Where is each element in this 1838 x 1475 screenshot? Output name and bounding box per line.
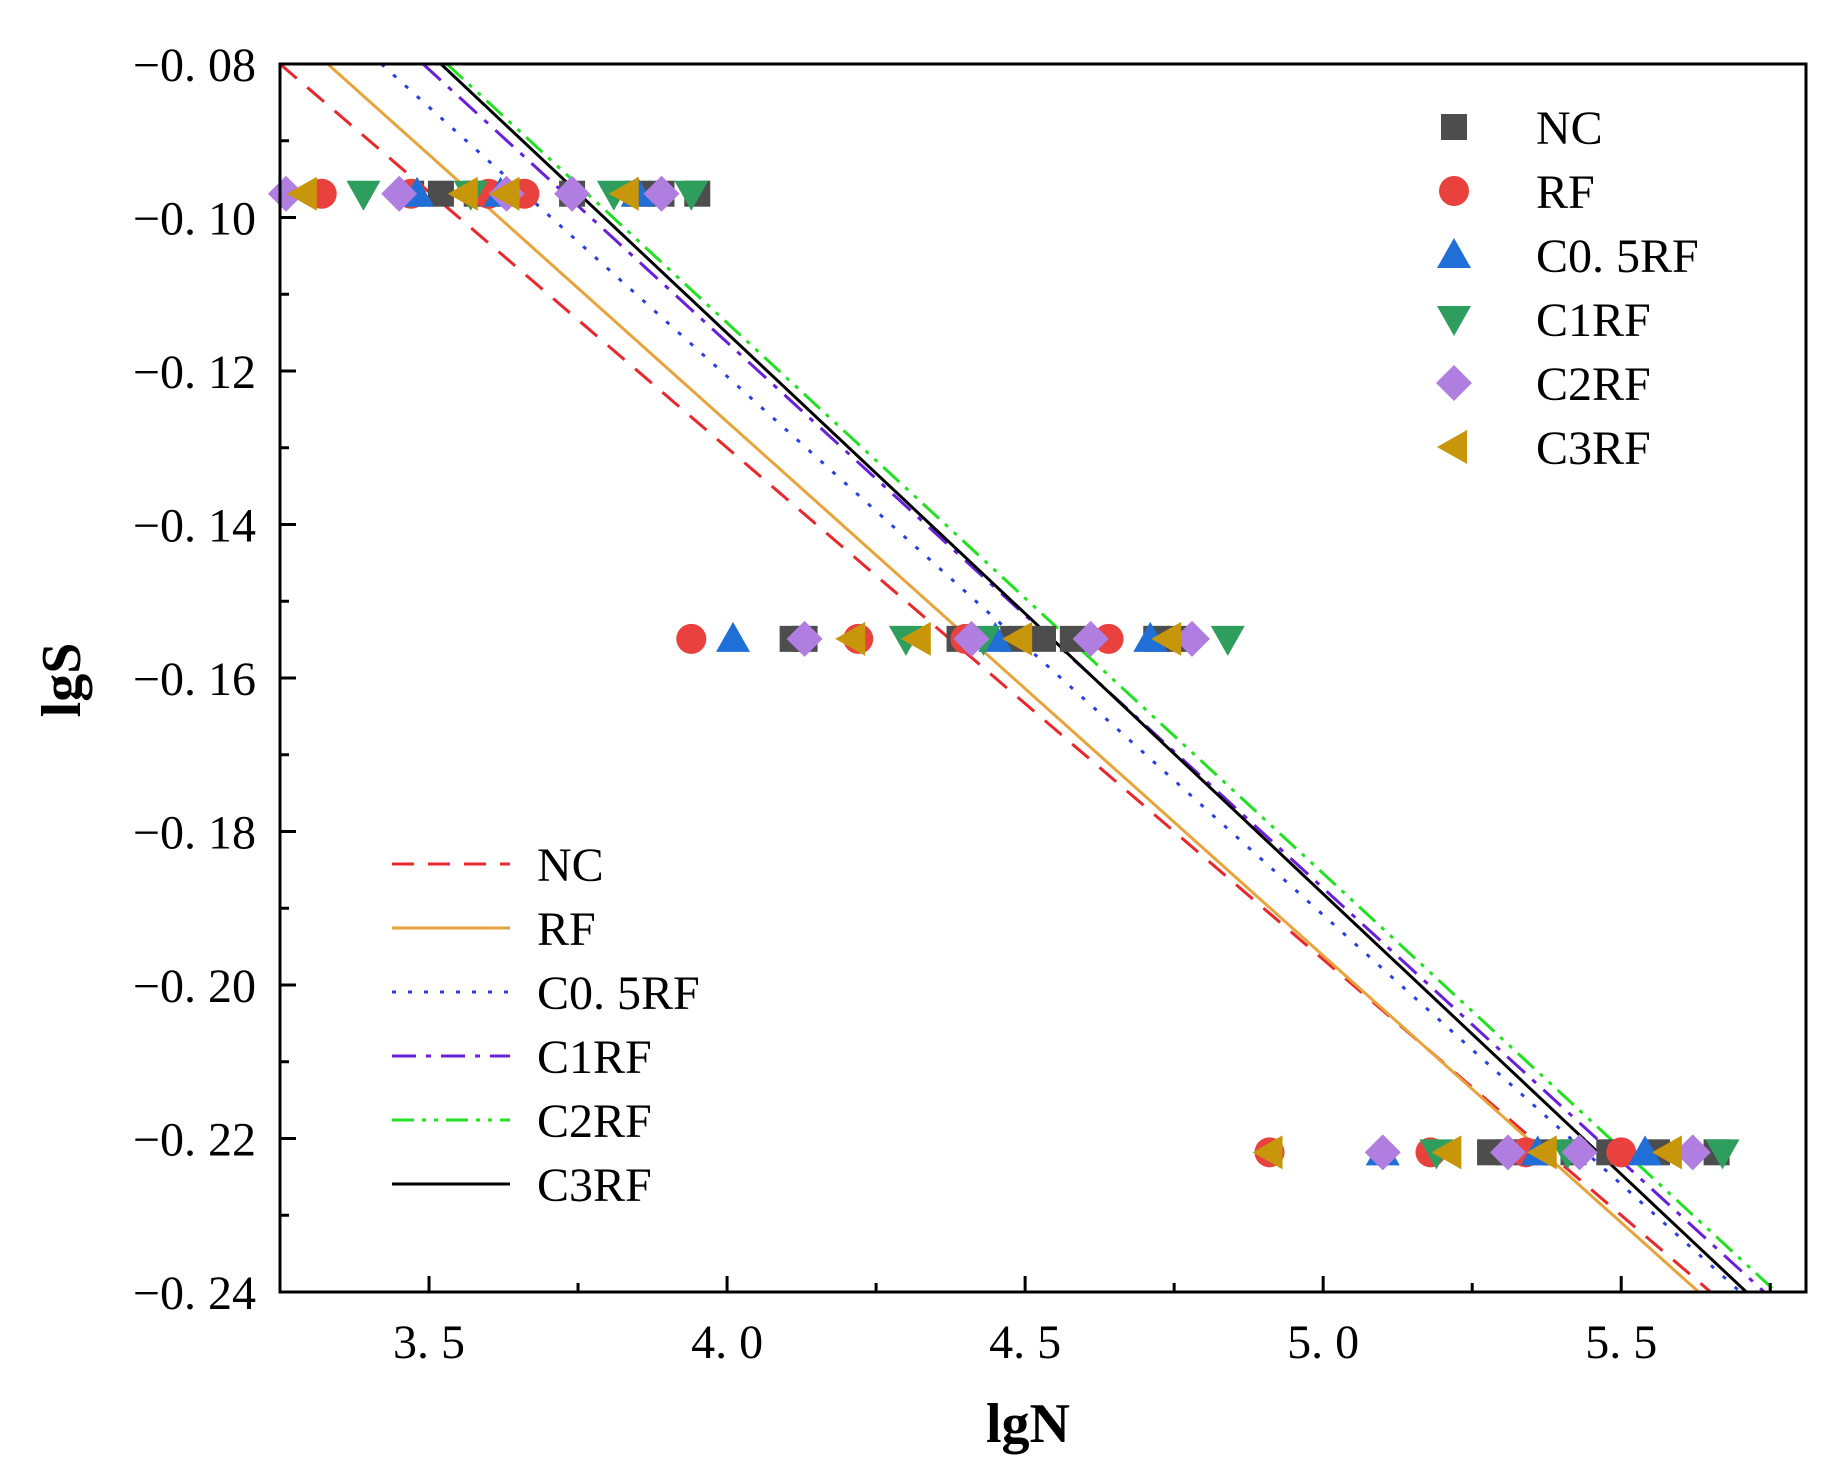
y-tick-label: −0. 24 [133, 1267, 256, 1320]
legend-line-label: NC [537, 839, 604, 892]
y-tick-label: −0. 10 [133, 193, 256, 246]
scatter-points [267, 175, 1740, 1171]
data-point-RF [1606, 1137, 1637, 1168]
data-point-C3RF [1526, 1135, 1557, 1170]
legend-marker-label: NC [1536, 102, 1603, 155]
x-tick-label: 3. 5 [393, 1316, 465, 1369]
legend-marker [1441, 114, 1467, 140]
fit-line-RF [326, 64, 1700, 1292]
data-point-C1RF [1210, 625, 1245, 656]
data-point-C3RF [1151, 621, 1182, 656]
data-point-C2RF [786, 620, 823, 657]
data-point-RF [676, 623, 707, 654]
data-point-C2RF [267, 175, 304, 212]
data-point-C2RF [1489, 1134, 1526, 1171]
data-point-C3RF [286, 176, 317, 211]
data-point-C3RF [835, 621, 866, 656]
x-tick-label: 4. 0 [691, 1316, 763, 1369]
y-tick-label: −0. 14 [133, 500, 256, 553]
data-point-C2RF [1364, 1134, 1401, 1171]
data-point-C3RF [1252, 1135, 1283, 1170]
fit-line-NC [280, 64, 1712, 1292]
data-point-NC [1030, 625, 1056, 652]
data-point-C3RF [900, 621, 931, 656]
legend-marker [1437, 306, 1471, 336]
data-point-C1RF [1705, 1139, 1740, 1170]
y-axis-title: lgS [31, 643, 93, 718]
y-tick-label: −0. 08 [133, 39, 256, 92]
data-point-C2RF [1072, 620, 1109, 657]
legend-marker [1437, 430, 1467, 464]
legend-marker-label: C0. 5RF [1536, 230, 1699, 283]
data-point-C2RF [1174, 620, 1211, 657]
data-point-C3RF [1002, 621, 1033, 656]
data-point-C3RF [1431, 1135, 1462, 1170]
legend-marker-label: C2RF [1536, 358, 1651, 411]
x-tick-label: 5. 0 [1287, 1316, 1359, 1369]
legend-line-label: RF [537, 903, 596, 956]
fit-line-C3RF [439, 64, 1748, 1292]
data-point-C2RF [554, 175, 591, 212]
legend-marker-label: RF [1536, 166, 1595, 219]
data-point-C2RF [953, 620, 990, 657]
data-point-C3RF [608, 176, 639, 211]
data-point-C2RF [381, 175, 418, 212]
legend-line-label: C0. 5RF [537, 967, 700, 1020]
legend-lines: NC RF C0. 5RF C1RF C2RF C3RF [392, 839, 700, 1212]
axes: 3. 5 4. 0 4. 5 5. 0 5. 5 −0. 08 −0. 10 −0. 12 −0… [133, 39, 1772, 1369]
data-point-C05RF [1133, 621, 1168, 652]
data-point-C3RF [1651, 1135, 1682, 1170]
data-point-C1RF [674, 180, 709, 211]
fit-line-C2RF [445, 64, 1778, 1292]
legend-marker [1436, 365, 1472, 401]
data-point-C3RF [489, 176, 520, 211]
data-point-C2RF [1561, 1134, 1598, 1171]
legend-line-label: C2RF [537, 1095, 652, 1148]
legend-marker-label: C3RF [1536, 422, 1651, 475]
data-point-C2RF [643, 175, 680, 212]
fit-lines [280, 64, 1778, 1292]
x-axis-title: lgN [986, 1393, 1070, 1455]
y-tick-label: −0. 20 [133, 960, 256, 1013]
legend-marker [1439, 176, 1469, 206]
data-point-C05RF [716, 621, 751, 652]
legend-line-label: C1RF [537, 1031, 652, 1084]
y-tick-label: −0. 16 [133, 653, 256, 706]
data-point-C1RF [346, 180, 381, 211]
legend-markers: NC RF C0. 5RF C1RF C2RF C3RF [1436, 102, 1699, 475]
x-tick-label: 4. 5 [989, 1316, 1061, 1369]
data-point-C2RF [1674, 1134, 1711, 1171]
legend-marker [1437, 238, 1471, 268]
y-tick-label: −0. 18 [133, 807, 256, 860]
fit-line-C05RF [380, 64, 1742, 1292]
data-point-C3RF [447, 176, 478, 211]
legend-line-label: C3RF [537, 1159, 652, 1212]
legend-marker-label: C1RF [1536, 294, 1651, 347]
x-tick-label: 5. 5 [1585, 1316, 1657, 1369]
y-tick-label: −0. 22 [133, 1114, 256, 1167]
fit-line-C1RF [422, 64, 1766, 1292]
data-point-C05RF [1628, 1135, 1663, 1166]
y-tick-label: −0. 12 [133, 346, 256, 399]
